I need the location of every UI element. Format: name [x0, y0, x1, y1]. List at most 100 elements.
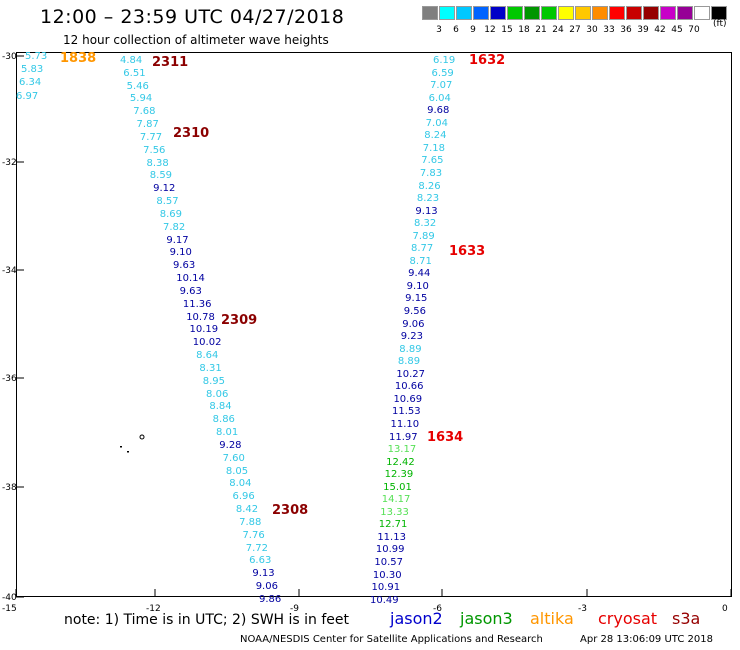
- wave-height-value: 6.34: [19, 77, 42, 89]
- wave-height-value: 11.13: [377, 531, 406, 543]
- wave-height-value: 10.30: [372, 569, 402, 581]
- wave-height-value: 7.56: [143, 144, 166, 156]
- wave-height-value: 10.91: [371, 582, 401, 594]
- pass-number-label: 2311: [152, 55, 189, 70]
- scale-label: 36: [620, 25, 632, 35]
- wave-height-value: 4.84: [120, 55, 143, 66]
- scale-swatch: [473, 6, 489, 20]
- scale-label: 70: [688, 25, 700, 35]
- scale-swatch: [575, 6, 591, 20]
- wave-height-value: 10.66: [394, 381, 424, 393]
- scale-swatch: [592, 6, 608, 20]
- wave-height-value: 7.04: [425, 117, 448, 129]
- wave-height-value: 10.19: [189, 324, 219, 336]
- wave-height-value: 10.69: [393, 393, 423, 405]
- scale-label: 9: [470, 25, 476, 35]
- wave-height-value: 11.53: [391, 406, 421, 418]
- pass-number-label: 1633: [449, 244, 486, 259]
- scale-label: 12: [484, 25, 496, 35]
- wave-height-value: 7.89: [412, 230, 435, 242]
- scale-label: 45: [671, 25, 683, 35]
- wave-height-value: 6.59: [431, 67, 454, 79]
- scale-swatch: [490, 6, 506, 20]
- wave-height-value: 9.10: [169, 247, 192, 259]
- lat-tick-label: -36: [2, 374, 17, 384]
- wave-height-value: 8.77: [411, 243, 434, 255]
- wave-height-value: 9.63: [172, 260, 196, 272]
- scale-swatch: [541, 6, 557, 20]
- wave-height-value: 10.49: [370, 594, 399, 606]
- wave-height-value: 9.56: [403, 306, 426, 317]
- wave-height-value: 6.51: [123, 67, 146, 79]
- wave-height-value: 8.69: [159, 208, 182, 220]
- wave-height-value: 9.17: [166, 234, 189, 246]
- pass-number-label: 2310: [173, 126, 210, 141]
- wave-height-value: 7.07: [430, 80, 453, 92]
- scale-swatch: [694, 6, 710, 20]
- lon-tick-label: -12: [146, 604, 161, 614]
- page-subtitle: 12 hour collection of altimeter wave hei…: [63, 33, 329, 47]
- wave-height-value: 8.42: [235, 504, 259, 516]
- scale-label: 39: [637, 25, 649, 35]
- wave-height-value: 8.26: [418, 180, 441, 192]
- wave-height-value: 9.44: [408, 268, 431, 280]
- wave-height-value: 12.39: [384, 469, 414, 481]
- wave-height-value: 8.64: [196, 350, 219, 362]
- scale-label: 21: [535, 25, 547, 35]
- wave-height-value: 8.31: [199, 362, 222, 374]
- wave-height-value: 8.32: [413, 218, 437, 230]
- wave-height-value: 9.63: [179, 285, 202, 297]
- lon-tick-label: -15: [2, 604, 17, 614]
- scale-swatch: [439, 6, 455, 20]
- scale-label: 27: [569, 25, 581, 35]
- legend-item-altika: altika: [530, 609, 574, 628]
- units-label: (ft): [713, 19, 727, 29]
- wave-height-value: 8.84: [209, 401, 232, 413]
- wave-height-value: 9.86: [259, 593, 282, 605]
- scale-label: 18: [518, 25, 530, 35]
- scale-label: 30: [586, 25, 598, 35]
- wave-height-value: 7.87: [136, 119, 159, 131]
- wave-height-value: 8.71: [409, 255, 432, 267]
- scale-swatch: [456, 6, 472, 20]
- legend-item-jason2: jason2: [390, 609, 443, 628]
- wave-height-value: 6.96: [232, 491, 255, 503]
- wave-height-value: 11.10: [390, 418, 420, 430]
- wave-height-value: 7.83: [419, 167, 443, 179]
- wave-height-value: 7.82: [163, 221, 186, 233]
- wave-height-value: 8.59: [149, 170, 173, 182]
- scale-label: 15: [501, 25, 513, 35]
- wave-height-value: 10.14: [176, 273, 205, 285]
- wave-height-value: 8.57: [156, 196, 179, 208]
- wave-height-value: 5.83: [21, 64, 44, 76]
- wave-height-value: 7.18: [422, 142, 445, 154]
- wave-height-value: 11.97: [389, 431, 418, 443]
- wave-height-value: 8.01: [215, 427, 239, 439]
- lat-tick-label: -32: [2, 158, 17, 168]
- scale-swatch: [507, 6, 523, 20]
- wave-height-value: 7.77: [139, 131, 163, 143]
- wave-height-value: 7.60: [222, 452, 245, 464]
- lon-tick-label: -3: [578, 604, 587, 614]
- wave-height-value: 7.88: [239, 516, 262, 528]
- legend-item-cryosat: cryosat: [598, 609, 658, 628]
- scale-swatch: [626, 6, 642, 20]
- wave-height-value: 9.13: [252, 568, 275, 580]
- wave-height-value: 9.10: [406, 280, 429, 292]
- wave-height-value: 7.72: [245, 542, 269, 554]
- scale-swatch: [711, 6, 727, 20]
- lat-tick-label: -34: [2, 266, 17, 276]
- scale-swatch: [558, 6, 574, 20]
- scale-label: 33: [603, 25, 615, 35]
- scale-swatch: [422, 6, 438, 20]
- wave-height-value: 9.28: [219, 439, 242, 451]
- scale-swatch: [524, 6, 540, 20]
- wave-height-value: 7.65: [421, 155, 444, 167]
- scale-swatch: [643, 6, 659, 20]
- wave-height-value: 7.76: [242, 529, 265, 541]
- scale-swatch: [677, 6, 693, 20]
- wave-height-value: 5.46: [126, 80, 149, 92]
- lon-tick-label: -6: [433, 604, 442, 614]
- scale-label: 6: [453, 25, 459, 35]
